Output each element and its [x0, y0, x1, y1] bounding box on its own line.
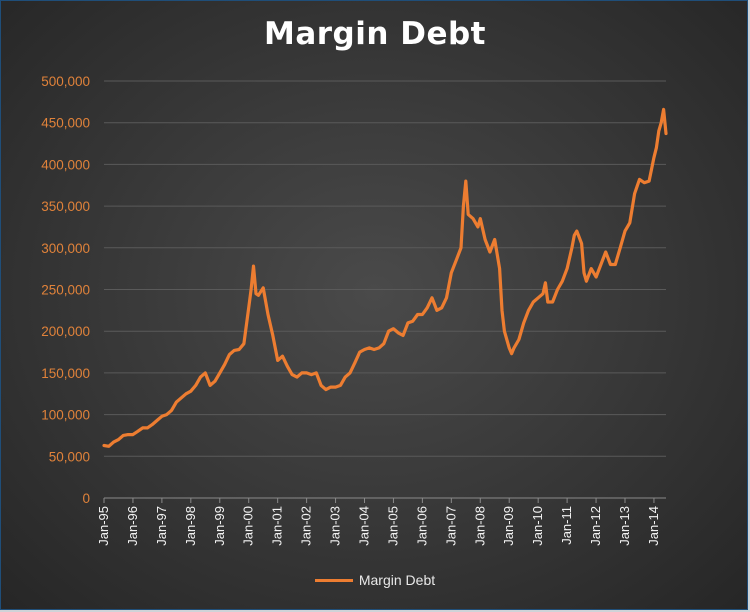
chart-title: Margin Debt — [263, 16, 486, 52]
x-tick-label: Jan-08 — [472, 506, 487, 546]
x-tick-label: Jan-95 — [96, 506, 111, 546]
x-tick-label: Jan-10 — [530, 506, 545, 546]
x-tick-label: Jan-04 — [356, 506, 371, 546]
legend-label-margin-debt: Margin Debt — [358, 572, 436, 588]
y-tick-label: 50,000 — [49, 449, 90, 464]
y-tick-label: 150,000 — [41, 366, 90, 381]
x-tick-label: Jan-98 — [183, 506, 198, 546]
legend: Margin Debt — [0, 572, 750, 588]
x-tick-label: Jan-01 — [270, 506, 285, 546]
y-tick-label: 450,000 — [41, 116, 90, 131]
y-tick-label: 400,000 — [41, 157, 90, 172]
x-tick-label: Jan-02 — [299, 506, 314, 546]
x-tick-label: Jan-97 — [154, 506, 169, 546]
series-line-margin-debt — [102, 107, 668, 448]
y-tick-label: 500,000 — [41, 74, 90, 89]
y-tick-label: 0 — [82, 491, 90, 506]
x-tick-label: Jan-13 — [617, 506, 632, 546]
y-tick-label: 250,000 — [41, 283, 90, 298]
x-tick-label: Jan-11 — [559, 506, 574, 545]
x-tick-label: Jan-12 — [588, 506, 603, 546]
x-tick-label: Jan-07 — [443, 506, 458, 546]
y-tick-label: 200,000 — [41, 324, 90, 339]
x-tick-label: Jan-09 — [501, 506, 516, 546]
x-tick-label: Jan-03 — [328, 506, 343, 546]
x-tick-label: Jan-96 — [125, 506, 140, 546]
y-tick-label: 350,000 — [41, 199, 90, 214]
x-tick-label: Jan-14 — [646, 506, 661, 546]
y-tick-label: 300,000 — [41, 241, 90, 256]
x-tick-label: Jan-05 — [385, 506, 400, 546]
x-tick-label: Jan-06 — [414, 506, 429, 546]
y-tick-label: 100,000 — [41, 408, 90, 423]
x-tick-label: Jan-00 — [241, 506, 256, 546]
x-tick-label: Jan-99 — [212, 506, 227, 546]
legend-swatch-margin-debt — [314, 578, 353, 582]
